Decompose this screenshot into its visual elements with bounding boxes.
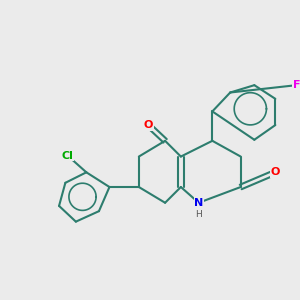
- Text: H: H: [195, 210, 202, 219]
- Text: F: F: [292, 80, 300, 90]
- Text: Cl: Cl: [61, 151, 74, 160]
- Text: O: O: [144, 120, 153, 130]
- Text: N: N: [194, 198, 203, 208]
- Text: O: O: [271, 167, 280, 177]
